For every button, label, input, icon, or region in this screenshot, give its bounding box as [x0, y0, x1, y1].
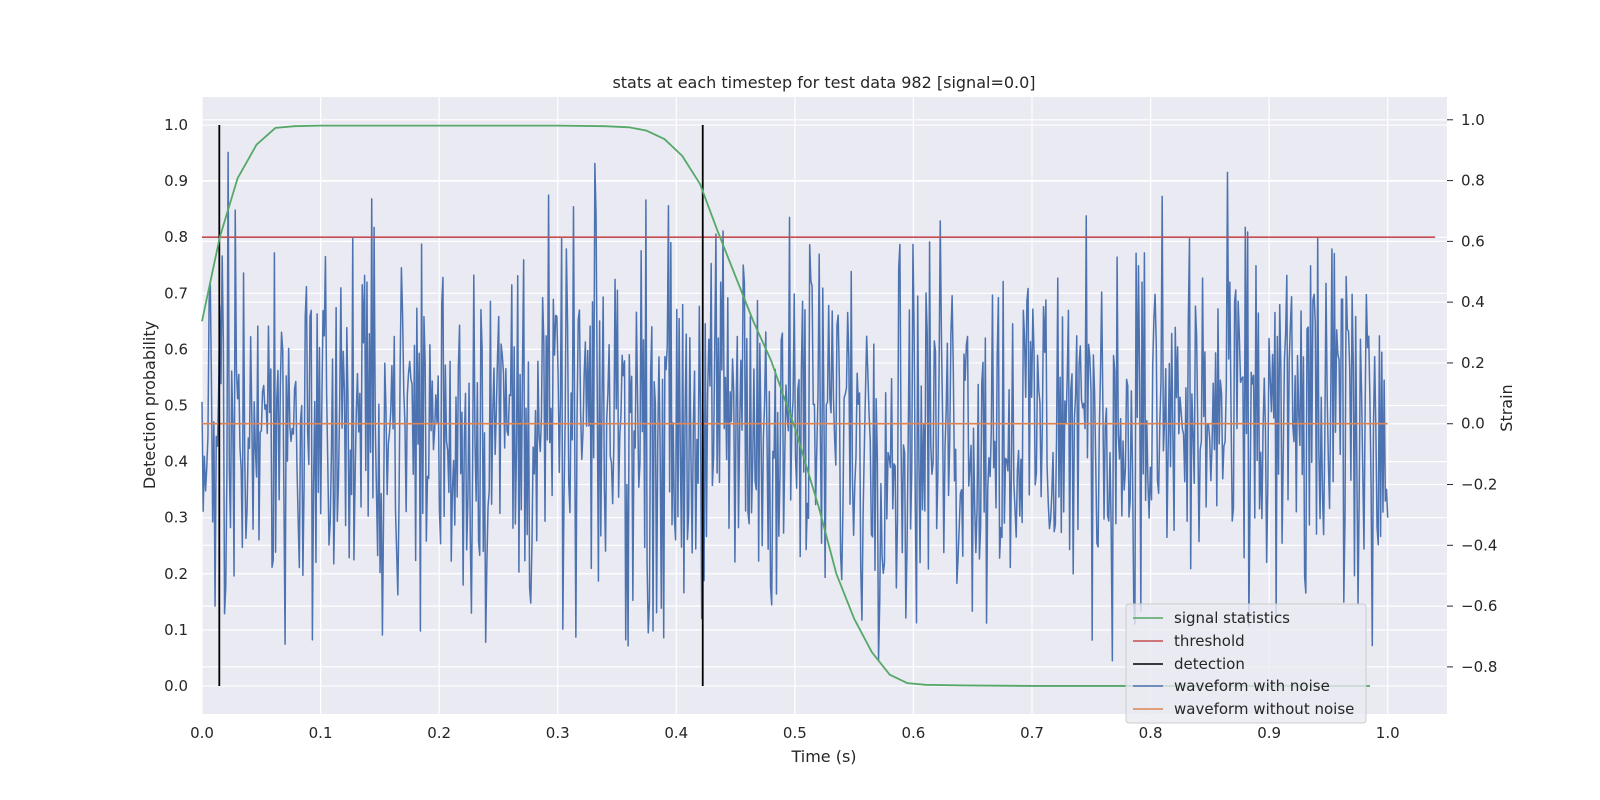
y-tick-label: 0.8	[164, 228, 188, 246]
y-tick-label: 0.1	[164, 621, 188, 639]
x-tick-label: 0.5	[783, 724, 807, 742]
legend-box	[1125, 603, 1367, 724]
x-tick-label: 0.3	[546, 724, 570, 742]
y-tick-label: 1.0	[164, 116, 188, 134]
series-signal-statistics	[201, 124, 1370, 687]
chart-title: stats at each timestep for test data 982…	[612, 73, 1035, 92]
y-tick-label: 0.4	[164, 453, 188, 471]
y-right-tick-label: −0.2	[1461, 476, 1497, 494]
y-right-axis-title: Strain	[1497, 384, 1516, 431]
legend: signal statistics threshold detection wa…	[1125, 603, 1367, 724]
x-tick-label: 0.7	[1020, 724, 1044, 742]
legend-label-waveform-with-noise: waveform with noise	[1174, 677, 1330, 695]
x-tick-label: 1.0	[1376, 724, 1400, 742]
y-right-tick-label: −0.8	[1461, 658, 1497, 676]
y-tick-label: 0.7	[164, 284, 188, 302]
y-tick-label: 0.5	[164, 397, 188, 415]
x-tick-label: 0.2	[427, 724, 451, 742]
y-right-tick-label: 0.6	[1461, 232, 1485, 250]
x-tick-label: 0.0	[190, 724, 214, 742]
x-tick-label: 0.8	[1139, 724, 1163, 742]
x-tick-label: 0.6	[901, 724, 925, 742]
legend-label-detection: detection	[1174, 655, 1245, 673]
legend-label-waveform-without-noise: waveform without noise	[1174, 700, 1354, 718]
series-layer	[201, 124, 1436, 687]
tick-labels: 0.0 0.1 0.2 0.3 0.4 0.5 0.6 0.7 0.8 0.9 1.0 0.0 0.1 0…	[164, 111, 1497, 742]
y-right-tick-label: 0.0	[1461, 415, 1485, 433]
y-tick-label: 0.3	[164, 509, 188, 527]
y-tick-label: 0.0	[164, 677, 188, 695]
x-tick-label: 0.1	[309, 724, 333, 742]
y-axis-title: Detection probability	[140, 321, 159, 489]
legend-label-threshold: threshold	[1174, 632, 1245, 650]
y-right-tick-label: 1.0	[1461, 111, 1485, 129]
y-tick-label: 0.6	[164, 340, 188, 358]
x-tick-label: 0.9	[1257, 724, 1281, 742]
x-tick-label: 0.4	[664, 724, 688, 742]
x-axis-title: Time (s)	[790, 747, 856, 766]
y-tick-label: 0.9	[164, 172, 188, 190]
y-right-tick-label: 0.2	[1461, 354, 1485, 372]
y-right-tick-label: 0.4	[1461, 293, 1485, 311]
legend-label-signal-statistics: signal statistics	[1174, 609, 1290, 627]
series-waveform-with-noise	[201, 151, 1389, 662]
y-right-tick-label: −0.6	[1461, 597, 1497, 615]
y-right-tick-label: −0.4	[1461, 536, 1497, 554]
y-right-tick-label: 0.8	[1461, 172, 1485, 190]
y-tick-label: 0.2	[164, 565, 188, 583]
